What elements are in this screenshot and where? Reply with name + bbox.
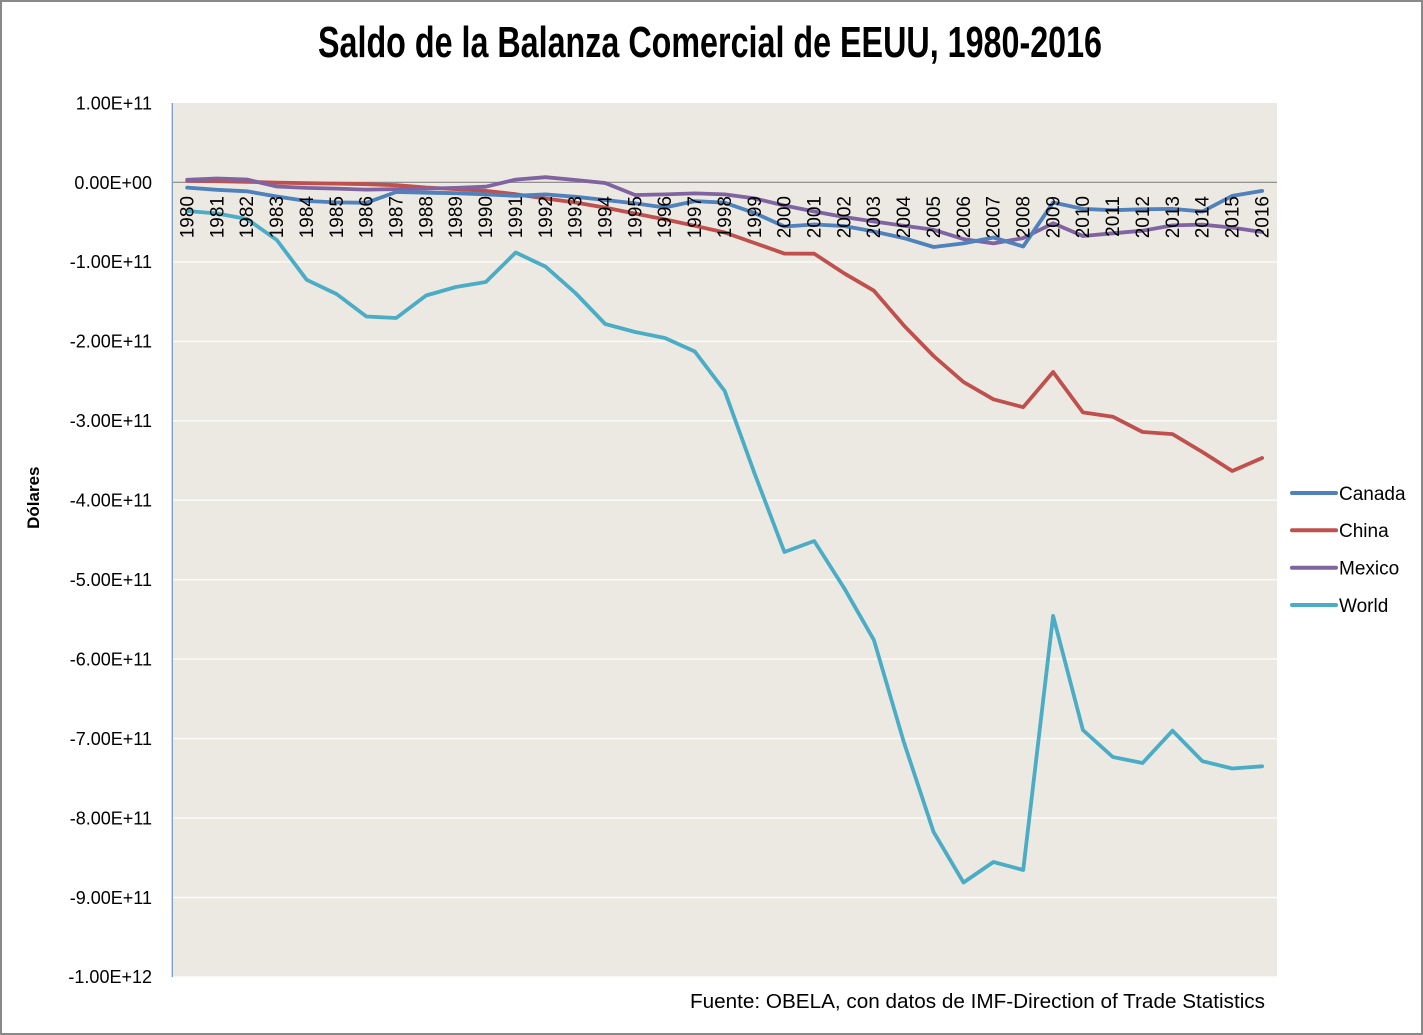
svg-text:0.00E+00: 0.00E+00 — [74, 173, 152, 193]
svg-text:1996: 1996 — [655, 196, 676, 238]
svg-text:1993: 1993 — [566, 196, 587, 238]
svg-text:-1.00E+12: -1.00E+12 — [68, 967, 152, 987]
svg-text:1.00E+11: 1.00E+11 — [76, 93, 152, 113]
svg-text:-8.00E+11: -8.00E+11 — [70, 808, 152, 828]
svg-text:Dólares: Dólares — [24, 467, 43, 529]
svg-text:2006: 2006 — [954, 196, 975, 238]
svg-text:1982: 1982 — [237, 196, 258, 238]
svg-text:1995: 1995 — [625, 196, 646, 238]
svg-text:1980: 1980 — [178, 196, 199, 238]
svg-text:2003: 2003 — [864, 196, 885, 238]
svg-text:1992: 1992 — [536, 196, 557, 238]
svg-text:2011: 2011 — [1103, 196, 1124, 237]
svg-text:-3.00E+11: -3.00E+11 — [70, 411, 152, 431]
svg-text:2009: 2009 — [1043, 196, 1064, 238]
svg-text:Canada: Canada — [1339, 484, 1406, 505]
svg-text:2008: 2008 — [1014, 196, 1035, 238]
svg-text:2012: 2012 — [1133, 196, 1154, 238]
svg-text:Fuente: OBELA, con datos de IM: Fuente: OBELA, con datos de IMF-Directio… — [690, 991, 1265, 1013]
svg-text:-4.00E+11: -4.00E+11 — [70, 491, 152, 511]
svg-text:2000: 2000 — [775, 196, 796, 238]
svg-text:1994: 1994 — [596, 196, 617, 239]
svg-text:World: World — [1339, 596, 1388, 617]
svg-text:1997: 1997 — [685, 196, 706, 238]
svg-text:Mexico: Mexico — [1339, 559, 1399, 580]
svg-text:2014: 2014 — [1193, 196, 1214, 239]
svg-text:-1.00E+11: -1.00E+11 — [70, 252, 152, 272]
svg-text:1985: 1985 — [327, 196, 348, 238]
svg-text:2010: 2010 — [1073, 196, 1094, 238]
svg-text:2013: 2013 — [1163, 196, 1184, 238]
svg-text:1986: 1986 — [357, 196, 378, 238]
svg-text:2016: 2016 — [1252, 196, 1273, 238]
svg-text:1990: 1990 — [476, 196, 497, 238]
svg-text:1989: 1989 — [446, 196, 467, 238]
svg-text:-5.00E+11: -5.00E+11 — [70, 570, 152, 590]
svg-text:2004: 2004 — [894, 196, 915, 239]
svg-text:-2.00E+11: -2.00E+11 — [70, 332, 152, 352]
svg-text:1988: 1988 — [416, 196, 437, 238]
svg-text:2015: 2015 — [1223, 196, 1244, 238]
svg-text:2001: 2001 — [805, 196, 826, 238]
svg-text:1984: 1984 — [297, 196, 318, 239]
svg-text:-9.00E+11: -9.00E+11 — [70, 888, 152, 908]
svg-text:1998: 1998 — [715, 196, 736, 238]
svg-text:China: China — [1339, 521, 1389, 542]
svg-text:2007: 2007 — [984, 196, 1005, 238]
svg-text:1991: 1991 — [506, 196, 527, 238]
svg-text:1981: 1981 — [207, 196, 228, 238]
svg-text:2002: 2002 — [834, 196, 855, 238]
svg-text:Saldo de la Balanza Comercial: Saldo de la Balanza Comercial de EEUU, 1… — [318, 18, 1102, 67]
svg-text:1987: 1987 — [387, 196, 408, 238]
svg-text:-7.00E+11: -7.00E+11 — [70, 729, 152, 749]
svg-text:-6.00E+11: -6.00E+11 — [70, 649, 152, 669]
svg-text:2005: 2005 — [924, 196, 945, 238]
svg-text:1999: 1999 — [745, 196, 766, 238]
svg-text:1983: 1983 — [267, 196, 288, 238]
